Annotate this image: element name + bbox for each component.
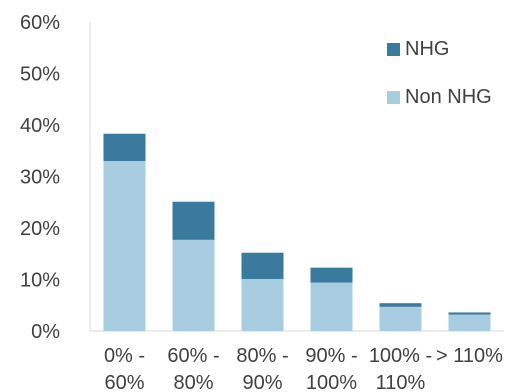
y-tick-label: 30% bbox=[20, 167, 60, 189]
y-tick-label: 0% bbox=[31, 321, 60, 343]
bar-segment-nhg bbox=[172, 201, 215, 240]
bar-segment-non-nhg bbox=[241, 278, 284, 331]
bar-segment-nhg bbox=[241, 252, 284, 279]
x-tick-label: 100% bbox=[306, 372, 357, 392]
x-tick-label: 100% - bbox=[369, 345, 432, 367]
legend: NHG Non NHG bbox=[387, 38, 492, 108]
bar-segment-nhg bbox=[310, 267, 353, 283]
y-axis-tick-labels: 0% 10% 20% 30% 40% 50% 60% bbox=[20, 12, 60, 343]
legend-swatch-nhg bbox=[387, 43, 400, 56]
x-axis-tick-labels: 0% - 60% 60% - 80% 80% - 90% 90% - 100% 100% - 11… bbox=[104, 345, 503, 392]
x-tick-label: 80% - bbox=[236, 345, 288, 367]
x-tick-label: 0% - bbox=[104, 345, 145, 367]
y-tick-label: 40% bbox=[20, 115, 60, 137]
y-tick-label: 60% bbox=[20, 12, 60, 34]
legend-swatch-non-nhg bbox=[387, 91, 400, 104]
x-tick-label: 60% bbox=[104, 372, 144, 392]
x-tick-label: 90% - bbox=[305, 345, 357, 367]
bar-segment-non-nhg bbox=[103, 161, 146, 331]
bar-segment-non-nhg bbox=[448, 314, 491, 331]
x-tick-label: 80% bbox=[173, 372, 213, 392]
bar-segment-non-nhg bbox=[172, 239, 215, 331]
bar-stacks bbox=[103, 133, 491, 331]
y-tick-label: 50% bbox=[20, 64, 60, 86]
bar-segment-nhg bbox=[379, 303, 422, 307]
chart-axes bbox=[89, 22, 504, 332]
bar-segment-nhg bbox=[448, 312, 491, 315]
legend-label: NHG bbox=[405, 38, 449, 60]
y-tick-label: 20% bbox=[20, 218, 60, 240]
bar-segment-non-nhg bbox=[379, 306, 422, 331]
bar-segment-nhg bbox=[103, 133, 146, 162]
x-tick-label: 90% bbox=[242, 372, 282, 392]
y-tick-label: 10% bbox=[20, 270, 60, 292]
x-tick-label: > 110% bbox=[436, 345, 503, 367]
legend-label: Non NHG bbox=[405, 86, 492, 108]
x-tick-label: 110% bbox=[376, 372, 426, 392]
x-tick-label: 60% - bbox=[167, 345, 219, 367]
bar-segment-non-nhg bbox=[310, 282, 353, 331]
